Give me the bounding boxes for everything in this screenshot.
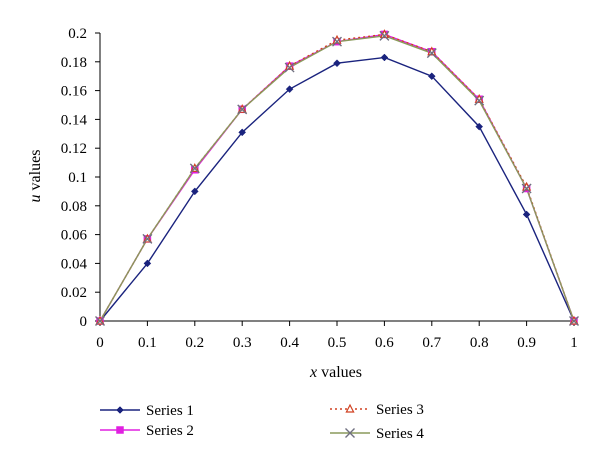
series-1-point — [143, 259, 152, 268]
x-axis-label: x values — [309, 364, 362, 381]
x-tick-label: 0.1 — [138, 335, 157, 351]
legend-item-series-3: Series 3 — [330, 402, 424, 418]
series-1-point — [238, 128, 247, 137]
y-tick-label: 0.12 — [61, 141, 87, 157]
x-tick-label: 0.7 — [422, 335, 441, 351]
y-tick-label: 0.16 — [61, 84, 88, 100]
series-4-point — [284, 62, 295, 73]
series-1-point — [333, 59, 341, 68]
y-axis-label: u values — [27, 150, 44, 203]
legend-swatch-marker — [116, 406, 124, 414]
series-4-line — [99, 35, 575, 322]
y-tick-label: 0 — [80, 314, 88, 330]
series-4-point — [379, 30, 390, 41]
legend: Series 1 Series 2 Series 3 Series 4 — [100, 402, 424, 442]
series-4-point — [521, 183, 532, 194]
series-4-point — [189, 163, 200, 174]
x-tick-label: 0.8 — [470, 335, 489, 351]
series-lines — [99, 33, 575, 322]
series-1-point — [475, 122, 484, 131]
legend-swatch-marker — [345, 428, 355, 438]
y-tick-label: 0.08 — [61, 199, 87, 215]
series-3-line — [99, 33, 575, 322]
y-tick-label: 0.02 — [61, 285, 87, 301]
y-tick-label: 0.1 — [68, 170, 87, 186]
series-2-line — [99, 33, 575, 322]
series-4-point — [332, 36, 342, 47]
series-markers — [95, 29, 579, 326]
legend-swatch-marker — [116, 426, 124, 434]
legend-item-series-2: Series 2 — [100, 423, 194, 439]
tick-labels: 0 0.1 0.2 0.3 0.4 0.5 0.6 0.7 0.8 0.9 1 0 0.02 0.04 0.… — [61, 26, 578, 351]
legend-item-series-1: Series 1 — [100, 403, 194, 419]
x-tick-label: 0.6 — [375, 335, 394, 351]
series-4-point — [142, 233, 153, 244]
y-tick-label: 0.2 — [68, 26, 87, 42]
x-tick-label: 0.2 — [185, 335, 204, 351]
legend-label: Series 2 — [146, 423, 194, 439]
x-tick-label: 0.9 — [517, 335, 536, 351]
series-1-point — [380, 53, 389, 62]
series-1-point — [427, 72, 436, 81]
series-1-point — [190, 187, 199, 196]
legend-item-series-4: Series 4 — [330, 426, 424, 442]
y-tick-label: 0.06 — [61, 228, 88, 244]
series-1-point — [522, 210, 531, 219]
x-axis-label-var: x — [309, 364, 317, 381]
y-tick-label: 0.14 — [61, 112, 88, 128]
x-tick-label: 0.4 — [280, 335, 299, 351]
x-tick-label: 1 — [570, 335, 578, 351]
legend-label: Series 4 — [376, 426, 424, 442]
y-tick-label: 0.18 — [61, 55, 87, 71]
legend-label: Series 3 — [376, 402, 424, 418]
series-4-point — [569, 316, 579, 326]
series-4-point — [474, 95, 485, 106]
series-4-point — [95, 316, 105, 326]
y-axis-label-rest: values — [27, 150, 44, 195]
x-tick-label: 0 — [96, 335, 104, 351]
series-1-point — [285, 85, 294, 94]
axes — [95, 32, 575, 326]
x-tick-label: 0.5 — [328, 335, 347, 351]
series-4-point — [426, 48, 437, 59]
x-tick-label: 0.3 — [233, 335, 252, 351]
y-axis-label-var: u — [27, 194, 44, 202]
legend-swatch-marker — [345, 403, 355, 413]
x-axis-label-rest: values — [317, 364, 362, 381]
series-1-line — [99, 56, 575, 322]
y-tick-label: 0.04 — [61, 256, 88, 272]
series-4-point — [237, 104, 248, 115]
legend-label: Series 1 — [146, 403, 194, 419]
